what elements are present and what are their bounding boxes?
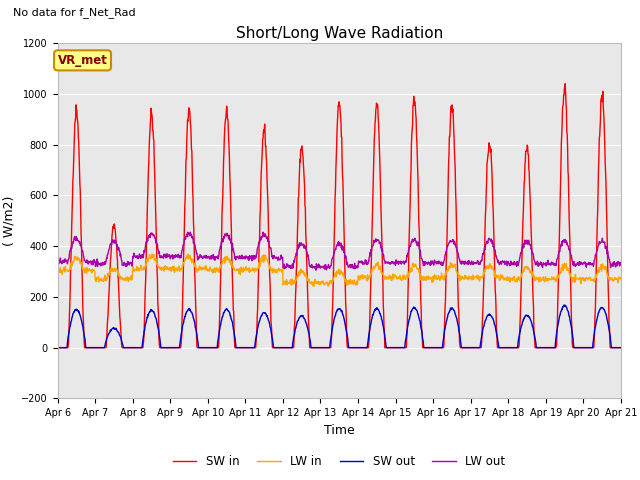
Y-axis label: ( W/m2): ( W/m2): [3, 196, 16, 246]
LW in: [179, 260, 187, 266]
Line: LW out: LW out: [58, 232, 621, 270]
Text: VR_met: VR_met: [58, 54, 108, 67]
Text: No data for f_Net_Rad: No data for f_Net_Rad: [13, 7, 135, 18]
LW out: [54, 259, 61, 264]
SW out: [242, 345, 250, 350]
SW out: [500, 345, 508, 350]
SW out: [427, 345, 435, 350]
SW in: [242, 345, 250, 350]
Line: SW out: SW out: [58, 305, 621, 348]
LW in: [501, 275, 509, 281]
SW out: [560, 302, 568, 308]
LW out: [551, 262, 559, 268]
LW out: [243, 253, 250, 259]
LW out: [428, 262, 435, 267]
SW in: [617, 345, 625, 350]
SW out: [179, 322, 187, 327]
LW in: [428, 275, 435, 281]
SW in: [54, 345, 61, 350]
SW in: [165, 345, 173, 350]
Line: SW in: SW in: [58, 84, 621, 348]
Legend: SW in, LW in, SW out, LW out: SW in, LW in, SW out, LW out: [168, 450, 510, 473]
LW out: [165, 254, 173, 260]
LW in: [243, 264, 250, 269]
SW in: [561, 81, 569, 86]
SW in: [427, 345, 435, 350]
SW out: [617, 345, 625, 350]
LW out: [617, 261, 625, 266]
LW in: [54, 269, 61, 275]
LW out: [501, 262, 509, 267]
SW out: [165, 345, 173, 350]
SW out: [54, 345, 61, 350]
LW out: [179, 243, 187, 249]
SW out: [550, 345, 557, 350]
SW in: [500, 345, 508, 350]
SW in: [179, 286, 187, 291]
SW in: [550, 345, 557, 350]
Line: LW in: LW in: [58, 254, 621, 286]
LW in: [148, 251, 156, 257]
Title: Short/Long Wave Radiation: Short/Long Wave Radiation: [236, 25, 443, 41]
LW out: [312, 267, 320, 273]
LW in: [310, 283, 318, 289]
LW in: [166, 264, 173, 270]
X-axis label: Time: Time: [324, 424, 355, 437]
LW in: [551, 276, 559, 282]
LW out: [186, 229, 194, 235]
LW in: [617, 276, 625, 282]
